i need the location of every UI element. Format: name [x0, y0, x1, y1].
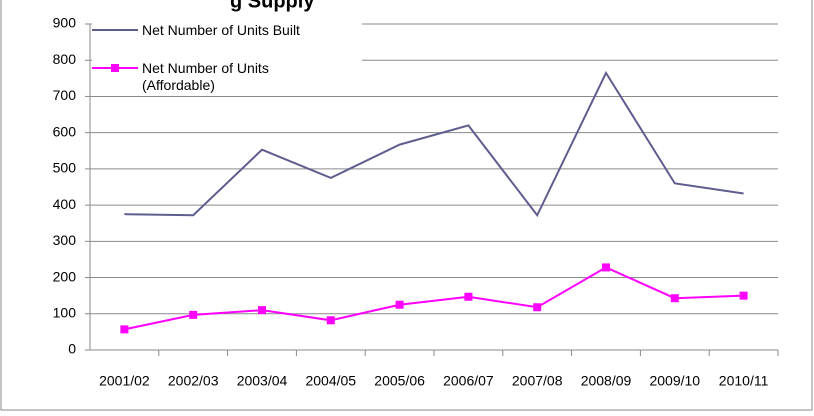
point-marker — [670, 294, 679, 303]
legend-item: Net Number of Units Built — [92, 14, 362, 52]
series-line — [124, 266, 744, 331]
series-line — [124, 70, 744, 218]
legend-marker — [111, 64, 119, 72]
y-tick-label: 200 — [53, 268, 77, 284]
x-tick-label: 2002/03 — [168, 373, 219, 389]
y-tick-label: 300 — [53, 232, 77, 248]
point-marker — [189, 310, 198, 319]
x-tick-label: 2003/04 — [237, 373, 288, 389]
point-marker — [395, 300, 404, 309]
y-tick-label: 500 — [53, 160, 77, 176]
x-tick-label: 2005/06 — [374, 373, 425, 389]
legend-swatch — [92, 29, 138, 31]
x-tick-label: 2001/02 — [99, 373, 150, 389]
legend-label: Net Number of Units (Affordable) — [142, 60, 269, 93]
legend: Net Number of Units Built Net Number of U… — [92, 14, 362, 94]
x-tick-label: 2004/05 — [305, 373, 356, 389]
y-tick-label: 100 — [53, 304, 77, 320]
x-tick-label: 2010/11 — [719, 373, 769, 389]
point-marker — [739, 291, 748, 300]
x-tick-label: 2009/10 — [649, 373, 700, 389]
y-tick-label: 900 — [53, 15, 77, 31]
y-tick-label: 800 — [53, 51, 77, 67]
y-tick-label: 0 — [68, 341, 76, 357]
point-marker — [120, 325, 129, 334]
x-tick-label: 2008/09 — [581, 373, 632, 389]
chart-title: g Supply — [230, 0, 315, 12]
legend-item: Net Number of Units (Affordable) — [92, 52, 362, 93]
x-tick-label: 2007/08 — [512, 373, 563, 389]
point-marker — [602, 263, 610, 272]
y-tick-label: 400 — [53, 196, 77, 212]
point-marker — [258, 306, 266, 315]
y-tick-label: 600 — [53, 123, 77, 139]
y-tick-label: 700 — [53, 87, 77, 103]
legend-label: Net Number of Units Built — [142, 22, 300, 38]
point-marker — [464, 292, 473, 301]
point-marker — [533, 303, 542, 312]
legend-swatch — [92, 64, 138, 72]
point-marker — [326, 316, 335, 325]
x-tick-label: 2006/07 — [443, 373, 494, 389]
